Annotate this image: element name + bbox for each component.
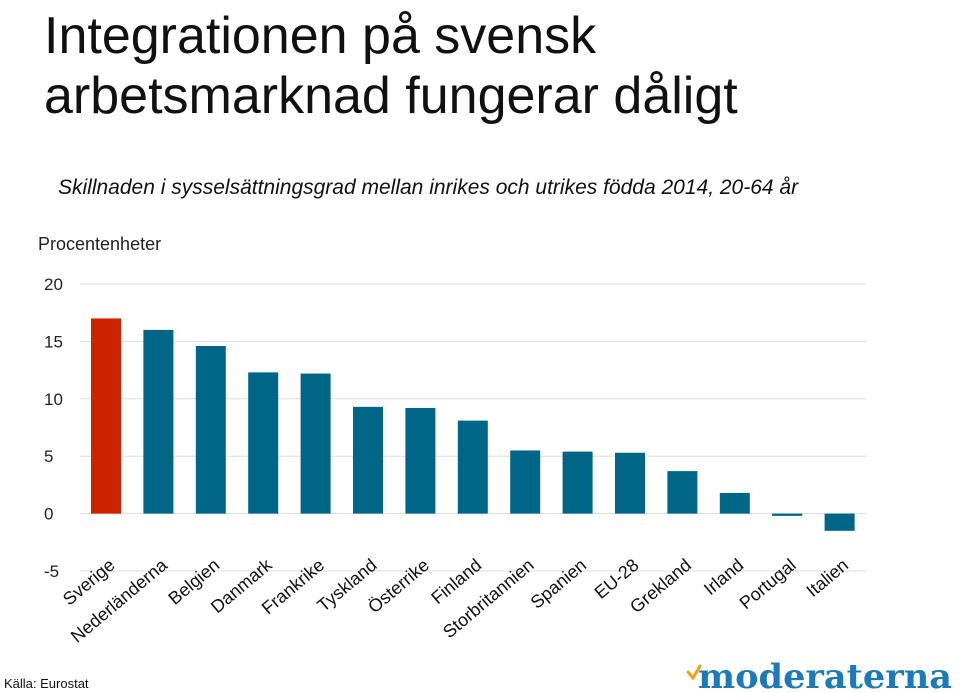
- source-note: Källa: Eurostat: [4, 676, 89, 691]
- bar-österrike: [405, 407, 436, 514]
- bar-eu-28: [615, 452, 645, 514]
- x-tick-label: Irland: [700, 555, 747, 599]
- bar-grekland: [667, 471, 698, 514]
- chart-subtitle: Skillnaden i sysselsättningsgrad mellan …: [58, 176, 799, 199]
- x-tick-label: Nederländerna: [67, 554, 172, 647]
- y-tick-label: 5: [44, 447, 53, 466]
- bar-tyskland: [353, 406, 383, 514]
- bar-spanien: [562, 451, 593, 514]
- bar-storbritannien: [510, 450, 541, 514]
- moderaterna-logo: moderaterna: [686, 657, 952, 692]
- bar-italien: [824, 513, 855, 531]
- x-tick-label: Spanien: [527, 555, 590, 613]
- logo-check-icon: [686, 664, 702, 681]
- y-tick-label: -5: [44, 562, 59, 581]
- logo-wordmark: moderaterna: [698, 657, 952, 692]
- x-tick-label: Portugal: [736, 555, 800, 613]
- x-tick-labels: SverigeNederländernaBelgienDanmarkFrankr…: [59, 554, 852, 647]
- y-tick-labels: 20 15 10 5 0 -5: [44, 275, 63, 581]
- bar-irland: [719, 492, 750, 514]
- bar-belgien: [195, 345, 226, 514]
- bar-danmark: [248, 372, 279, 514]
- x-tick-label: Storbritannien: [439, 555, 538, 642]
- chart-title: Integrationen på svensk arbetsmarknad fu…: [44, 7, 738, 125]
- y-axis-label: Procentenheter: [38, 234, 162, 254]
- bar-nederländerna: [143, 329, 174, 514]
- x-tick-label: Italien: [803, 555, 853, 601]
- bar-frankrike: [300, 373, 331, 514]
- bar-sverige: [91, 318, 121, 514]
- y-tick-label: 15: [44, 332, 63, 351]
- y-tick-label: 10: [44, 390, 63, 409]
- bar-finland: [457, 420, 488, 514]
- bars: [91, 318, 855, 531]
- y-tick-label: 0: [44, 505, 53, 524]
- bar-portugal: [772, 513, 803, 516]
- y-tick-label: 20: [44, 275, 63, 294]
